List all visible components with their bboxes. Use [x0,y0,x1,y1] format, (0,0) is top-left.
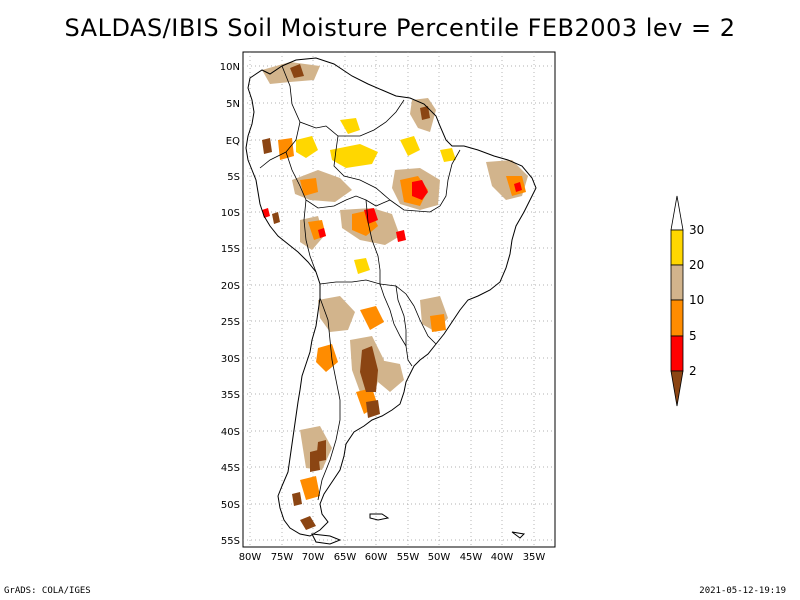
longitude-labels: 80W 75W 70W 65W 60W 55W 50W 45W 40W 35W [239,552,546,563]
colorbar-label-30: 30 [689,223,704,237]
colorbar-bottom-arrow [670,370,684,407]
tierra-del-fuego [311,533,342,545]
map-frame [242,51,556,548]
falkland-islands [369,513,390,521]
lon-label-75w: 75W [271,552,294,563]
timestamp: 2021-05-12-19:19 [699,586,786,596]
colorbar-label-10: 10 [689,293,704,307]
colorbar-band-10-20 [670,264,684,301]
shading-2-5 [262,180,522,242]
colorbar-top-arrow [670,195,684,231]
shading-10-20 [262,62,528,470]
coastlines [245,57,537,545]
colorbar-band-20-30 [670,229,684,266]
lat-label-20s: 20S [221,281,240,292]
shading-lt-2 [262,64,430,530]
colorbar-label-2: 2 [689,364,697,378]
lat-label-30s: 30S [221,354,240,365]
colorbar-label-5: 5 [689,329,697,343]
lon-label-45w: 45W [460,552,483,563]
colorbar-band-2-5 [670,335,684,372]
lat-label-5n: 5N [226,99,240,110]
colorbar-band-5-10 [670,299,684,337]
shading-20-30 [296,118,456,274]
lon-label-60w: 60W [365,552,388,563]
south-america-coastline [245,57,537,537]
lat-label-25s: 25S [221,317,240,328]
lat-label-45s: 45S [221,463,240,474]
colorbar-label-20: 20 [689,258,704,272]
lat-label-55s: 55S [221,536,240,547]
lon-label-40w: 40W [491,552,514,563]
graticule-grid [243,52,555,547]
colorbar-labels: 30 20 10 5 2 [689,223,704,378]
lat-label-eq: EQ [226,136,240,147]
lon-label-65w: 65W [334,552,357,563]
lat-label-40s: 40S [221,427,240,438]
lon-label-50w: 50W [428,552,451,563]
lon-label-55w: 55W [397,552,420,563]
percentile-shading [262,62,528,530]
lon-label-70w: 70W [302,552,325,563]
south-georgia [511,531,526,539]
lat-label-5s: 5S [227,172,240,183]
lat-label-50s: 50S [221,500,240,511]
lat-label-10n: 10N [220,62,240,73]
lat-label-15s: 15S [221,244,240,255]
lat-label-35s: 35S [221,390,240,401]
lat-label-10s: 10S [221,208,240,219]
lon-label-35w: 35W [523,552,546,563]
map-title: SALDAS/IBIS Soil Moisture Percentile FEB… [64,14,736,42]
lon-label-80w: 80W [239,552,262,563]
grads-credit: GrADS: COLA/IGES [4,586,91,596]
latitude-labels: 10N 5N EQ 5S 10S 15S 20S 25S 30S 35S 40S… [220,62,240,547]
country-borders [259,65,461,501]
colorbar [670,195,684,407]
